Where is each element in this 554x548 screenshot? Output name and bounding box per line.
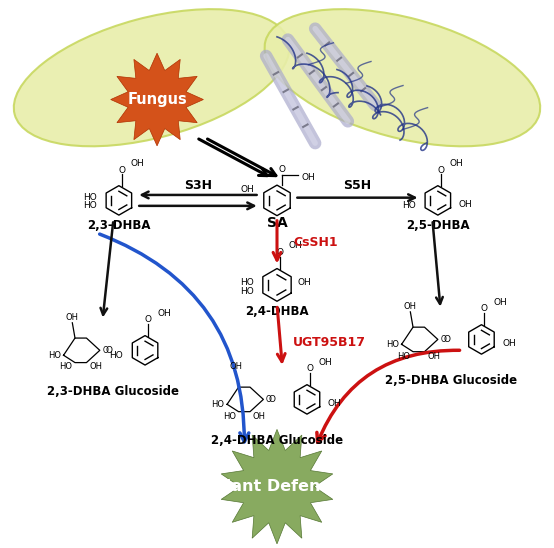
Text: Fungus: Fungus (127, 92, 187, 107)
Text: OH: OH (157, 309, 171, 318)
Text: OH: OH (459, 200, 473, 209)
Text: OH: OH (229, 362, 243, 371)
Text: HO: HO (386, 340, 399, 349)
Text: HO: HO (83, 201, 97, 210)
Text: Plant Defense: Plant Defense (213, 479, 341, 494)
Text: HO: HO (402, 201, 416, 210)
Text: CsSH1: CsSH1 (294, 236, 338, 249)
Text: OH: OH (297, 278, 311, 287)
Ellipse shape (265, 9, 540, 146)
Text: OH: OH (240, 185, 254, 194)
Text: HO: HO (83, 193, 97, 202)
Text: O: O (443, 335, 450, 344)
Text: HO: HO (240, 287, 254, 296)
Text: HO: HO (110, 351, 123, 360)
Text: S5H: S5H (343, 179, 372, 192)
Text: 2,5-DHBA: 2,5-DHBA (406, 219, 470, 232)
Text: O: O (105, 346, 112, 355)
Text: OH: OH (404, 302, 417, 311)
Text: OH: OH (131, 159, 145, 168)
Text: OH: OH (450, 159, 464, 168)
Text: OH: OH (253, 412, 266, 420)
Text: O: O (440, 335, 447, 344)
Text: OH: OH (301, 173, 315, 182)
Text: O: O (102, 346, 109, 355)
Text: 2,5-DHBA Glucoside: 2,5-DHBA Glucoside (386, 374, 517, 387)
Text: O: O (279, 165, 286, 174)
Text: HO: HO (212, 400, 224, 409)
Text: OH: OH (502, 339, 516, 349)
Text: HO: HO (223, 412, 236, 420)
Text: O: O (437, 166, 444, 175)
Text: O: O (481, 304, 488, 313)
Text: HO: HO (397, 352, 411, 361)
Text: OH: OH (289, 241, 302, 250)
Text: OH: OH (66, 313, 79, 322)
Text: S3H: S3H (184, 179, 212, 192)
Text: 2,3-DHBA: 2,3-DHBA (87, 219, 151, 232)
Text: HO: HO (48, 351, 61, 359)
Text: 2,4-DHBA: 2,4-DHBA (245, 305, 309, 318)
Text: UGT95B17: UGT95B17 (294, 336, 366, 349)
Polygon shape (111, 53, 203, 146)
Text: O: O (276, 248, 283, 256)
Ellipse shape (14, 9, 289, 146)
Text: SA: SA (266, 216, 288, 230)
Text: O: O (118, 166, 125, 175)
Text: OH: OH (89, 362, 102, 372)
Text: 2,4-DHBA Glucoside: 2,4-DHBA Glucoside (211, 434, 343, 447)
Text: O: O (306, 364, 313, 373)
Text: HO: HO (240, 278, 254, 287)
Text: OH: OH (319, 358, 333, 367)
Text: HO: HO (59, 362, 72, 372)
Text: 2,3-DHBA Glucoside: 2,3-DHBA Glucoside (48, 385, 179, 398)
Text: OH: OH (427, 352, 440, 361)
Text: O: O (269, 395, 276, 404)
Text: OH: OH (494, 298, 507, 307)
Text: O: O (266, 395, 272, 404)
Text: OH: OH (328, 399, 341, 408)
Text: O: O (144, 315, 151, 324)
Polygon shape (221, 430, 333, 544)
